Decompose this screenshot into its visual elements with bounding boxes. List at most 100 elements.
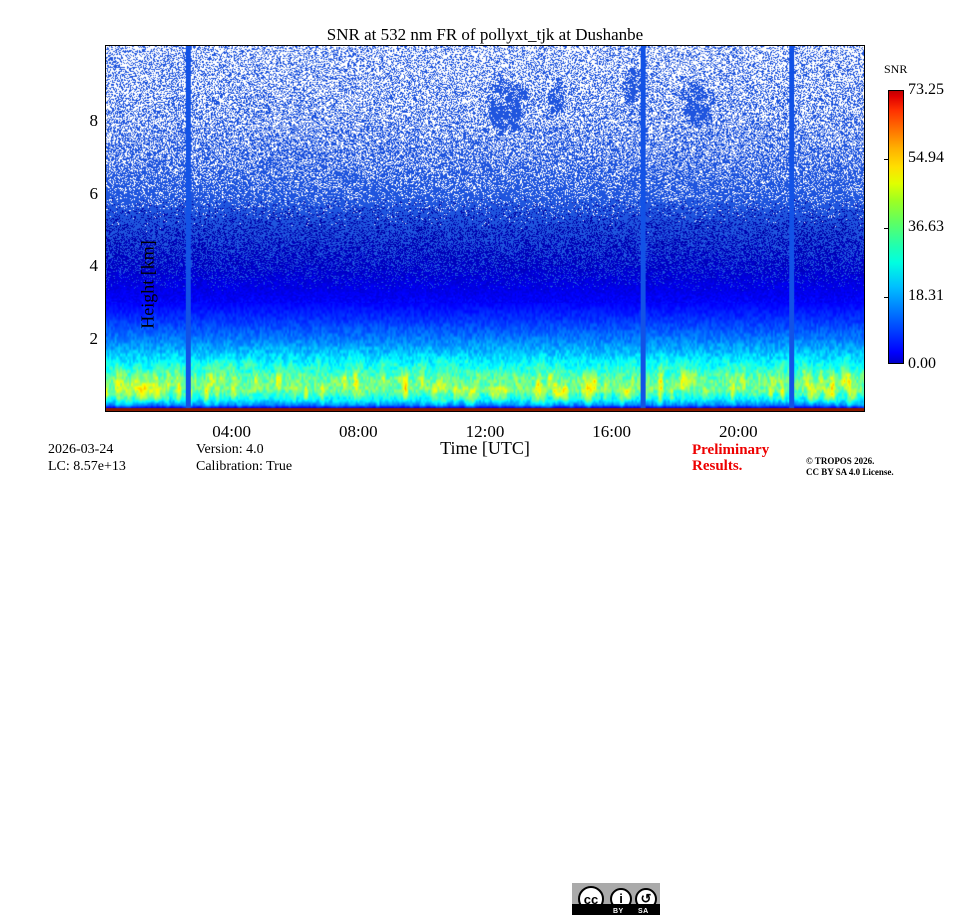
x-tick <box>803 411 804 412</box>
x-tick <box>233 411 234 412</box>
y-tick <box>105 231 106 232</box>
x-tick <box>518 411 519 412</box>
y-axis-label: Height [km] <box>137 240 158 329</box>
y-tick-right <box>864 231 865 232</box>
x-tick <box>391 411 392 412</box>
colorbar-tick-label: 36.63 <box>908 217 944 235</box>
x-tick <box>138 411 139 412</box>
y-tick <box>105 340 106 341</box>
x-tick-top <box>359 45 360 46</box>
x-tick-top <box>708 45 709 46</box>
footer: 2026-03-24 LC: 8.57e+13 Version: 4.0 Cal… <box>0 440 960 915</box>
creative-commons-badge: cc i ↺ BY SA <box>572 883 660 915</box>
x-tick-top <box>803 45 804 46</box>
x-tick-top <box>486 45 487 46</box>
x-tick-top <box>518 45 519 46</box>
y-tick <box>105 249 106 250</box>
colorbar-tick <box>884 227 889 229</box>
colorbar-tick-label: 73.25 <box>908 81 944 98</box>
y-tick-right <box>864 213 865 214</box>
y-tick <box>105 67 106 68</box>
x-tick-label: 16:00 <box>592 422 632 441</box>
y-tick-right <box>864 322 865 323</box>
x-tick-top <box>771 45 772 46</box>
x-tick-label: 04:00 <box>212 422 252 441</box>
x-axis-label: Time [UTC] <box>440 438 530 458</box>
x-tick-top <box>328 45 329 46</box>
x-tick <box>423 411 424 412</box>
y-tick-labels: 2 4 6 8 <box>60 45 99 412</box>
heatmap-plot-area: Height [km] <box>105 45 865 412</box>
colorbar-title: SNR <box>884 62 908 76</box>
y-tick <box>105 104 106 105</box>
x-tick-label: 20:00 <box>718 422 758 441</box>
y-tick-right <box>864 395 865 396</box>
x-tick-top <box>549 45 550 46</box>
y-tick-right <box>864 377 865 378</box>
x-tick-top <box>423 45 424 46</box>
measurement-date: 2026-03-24 <box>48 442 114 457</box>
y-tick <box>105 85 106 86</box>
version-text: Version: 4.0 <box>196 442 264 457</box>
x-tick <box>771 411 772 412</box>
x-tick-top <box>201 45 202 46</box>
x-tick <box>613 411 614 412</box>
y-tick <box>105 304 106 305</box>
license-text: CC BY SA 4.0 License. <box>806 467 894 477</box>
y-tick <box>105 322 106 323</box>
colorbar-tick <box>884 296 889 298</box>
x-tick <box>581 411 582 412</box>
x-tick <box>106 411 107 412</box>
x-tick-top <box>644 45 645 46</box>
y-tick <box>105 140 106 141</box>
colorbar-tick-label: 18.31 <box>908 286 944 304</box>
x-tick-top <box>581 45 582 46</box>
colorbar-tick-label: 54.94 <box>908 149 944 167</box>
x-tick-label: 08:00 <box>338 422 378 441</box>
snr-heatmap-canvas <box>106 46 864 411</box>
x-tick <box>676 411 677 412</box>
y-tick-right <box>864 358 865 359</box>
colorbar-tick-label: 0.00 <box>908 355 936 372</box>
x-tick-top <box>676 45 677 46</box>
y-tick <box>105 286 106 287</box>
y-tick-right <box>864 49 865 50</box>
x-tick <box>834 411 835 412</box>
cc-by-label: BY <box>613 908 624 915</box>
copyright-text: © TROPOS 2026. <box>806 456 875 466</box>
y-tick-label: 2 <box>89 329 99 349</box>
x-tick-top <box>233 45 234 46</box>
x-tick-top <box>138 45 139 46</box>
x-tick <box>296 411 297 412</box>
x-tick-top <box>264 45 265 46</box>
y-tick <box>105 176 106 177</box>
x-tick <box>708 411 709 412</box>
y-tick <box>105 358 106 359</box>
x-tick-top <box>454 45 455 46</box>
x-tick-top <box>739 45 740 46</box>
y-tick-label: 8 <box>89 110 99 130</box>
x-tick <box>454 411 455 412</box>
y-tick <box>105 158 106 159</box>
x-tick <box>644 411 645 412</box>
x-tick-top <box>613 45 614 46</box>
preliminary-results-note: Preliminary Results. <box>692 442 770 474</box>
x-tick <box>549 411 550 412</box>
y-tick-right <box>864 249 865 250</box>
x-tick <box>264 411 265 412</box>
x-tick-top <box>391 45 392 46</box>
quicklook-figure: SNR at 532 nm FR of pollyxt_tjk at Dusha… <box>0 25 960 915</box>
y-tick-right <box>864 304 865 305</box>
y-tick-right <box>864 67 865 68</box>
y-tick-label: 4 <box>89 256 99 276</box>
y-tick <box>105 395 106 396</box>
y-tick-label: 6 <box>89 183 99 203</box>
x-tick-labels: 04:00 08:00 12:00 16:00 20:00 <box>105 422 865 444</box>
x-tick <box>359 411 360 412</box>
y-tick <box>105 377 106 378</box>
x-tick-top <box>106 45 107 46</box>
calibration-text: Calibration: True <box>196 459 293 474</box>
x-tick <box>201 411 202 412</box>
x-tick <box>169 411 170 412</box>
y-tick <box>105 122 106 123</box>
